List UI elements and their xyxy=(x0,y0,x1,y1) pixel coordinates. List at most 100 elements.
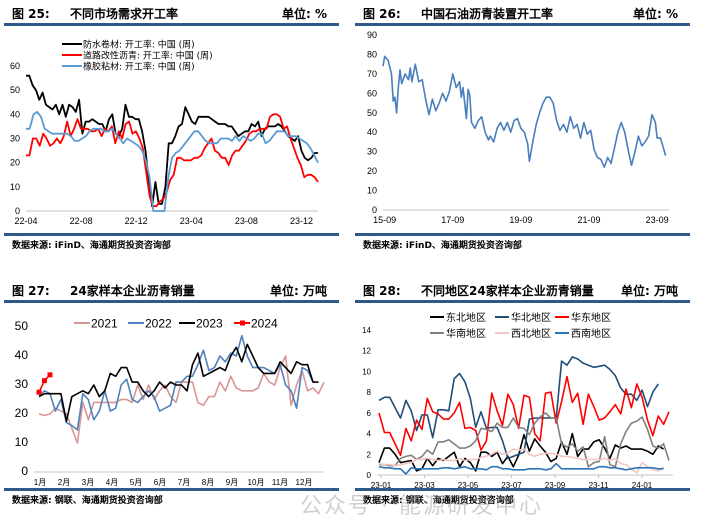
figure-title: 中国石油沥青装置开工率 xyxy=(421,7,554,21)
y-tick-label: 90 xyxy=(367,30,377,40)
x-tick-label: 22-12 xyxy=(125,216,148,226)
footer-rule xyxy=(355,233,690,236)
figure-28: 图 28: 不同地区24家样本企业沥青销量 单位: 万吨 0 2 4 6 8 10 12 14… xyxy=(355,277,690,513)
x-tick-label: 24-01 xyxy=(632,481,653,490)
chart-27-plot: 0 10 20 30 40 50 1月 2月 3月 4月 5月 6月 7月 8月 9月 10月 11月 12月 20… xyxy=(15,317,325,487)
x-tick-label: 23-08 xyxy=(235,216,258,226)
header-rule xyxy=(355,300,690,303)
figure-header: 图 28: 不同地区24家样本企业沥青销量 单位: 万吨 xyxy=(359,282,690,298)
y-tick-label: 40 xyxy=(367,127,377,137)
y-tick-label: 10 xyxy=(367,186,377,196)
figure-source: 数据来源: 钢联、海通期货投资咨询部 xyxy=(12,496,163,506)
x-tick-label: 23-11 xyxy=(589,481,609,490)
y-tick-label: 2 xyxy=(367,450,372,459)
figure-header: 图 27: 24家样本企业沥青销量 单位: 万吨 xyxy=(8,282,339,298)
legend-label: 2021 xyxy=(91,317,118,331)
legend-label: 西北地区 xyxy=(511,327,551,340)
x-tick-label: 2月 xyxy=(58,478,70,487)
y-tick-label: 10 xyxy=(10,182,20,192)
y-tick-label: 0 xyxy=(367,471,372,480)
series-line-2023 xyxy=(38,343,319,423)
series-line-东北地区 xyxy=(378,432,665,472)
figure-title: 24家样本企业沥青销量 xyxy=(70,284,195,298)
y-tick-label: 40 xyxy=(10,109,20,119)
figure-unit: 单位: 万吨 xyxy=(621,284,678,298)
y-tick-label: 50 xyxy=(367,108,377,118)
series-line-西南地区 xyxy=(378,462,664,475)
x-tick-label: 5月 xyxy=(130,478,142,487)
x-tick-label: 23-09 xyxy=(646,215,669,225)
x-tick-label: 8月 xyxy=(202,478,214,487)
x-tick-label: 23-01 xyxy=(371,481,392,490)
figure-unit: 单位: 万吨 xyxy=(270,284,327,298)
figure-header: 图 25: 不同市场需求开工率 单位: % xyxy=(8,5,339,21)
x-tick-label: 11月 xyxy=(272,478,288,487)
figure-source: 数据来源: 钢联、海通期货投资咨询部 xyxy=(363,496,514,506)
y-tick-label: 30 xyxy=(367,147,377,157)
figure-unit: 单位: % xyxy=(281,7,327,21)
y-tick-label: 10 xyxy=(362,367,371,376)
legend-label: 东北地区 xyxy=(446,311,486,324)
y-tick-label: 20 xyxy=(15,406,29,420)
series-line-西北地区 xyxy=(378,448,665,474)
x-tick-label: 23-03 xyxy=(414,481,435,490)
x-tick-label: 23-04 xyxy=(180,216,203,226)
y-tick-label: 70 xyxy=(367,69,377,79)
y-tick-label: 60 xyxy=(367,88,377,98)
figure-label: 图 28: xyxy=(363,284,401,298)
legend-marker-2024 xyxy=(240,320,245,326)
x-tick-label: 9月 xyxy=(226,478,238,487)
series-marker-2024 xyxy=(47,372,53,378)
legend-label: 2022 xyxy=(145,317,172,331)
x-tick-label: 12月 xyxy=(296,478,313,487)
y-tick-label: 80 xyxy=(367,49,377,59)
legend-label: 道路改性沥青: 开工率: 中国 (周) xyxy=(83,50,213,62)
x-tick-label: 23-05 xyxy=(458,481,479,490)
y-tick-label: 14 xyxy=(362,326,371,335)
figure-unit: 单位: % xyxy=(632,7,678,21)
y-tick-label: 12 xyxy=(362,347,371,356)
y-tick-label: 50 xyxy=(15,319,29,333)
x-tick-label: 23-12 xyxy=(290,216,313,226)
series-line-华东地区 xyxy=(378,375,670,457)
watermark: 公众号 · 能源研发中心 xyxy=(300,494,543,519)
legend-label: 华北地区 xyxy=(511,311,551,324)
footer-rule xyxy=(4,488,339,491)
x-tick-label: 4月 xyxy=(106,478,118,487)
chart-28-plot: 0 2 4 6 8 10 12 14 23-01 23-03 23-05 23-07 23-09 23-1… xyxy=(362,311,673,490)
y-tick-label: 0 xyxy=(372,205,377,215)
y-tick-label: 30 xyxy=(10,134,20,144)
x-tick-label: 3月 xyxy=(82,478,94,487)
legend-label: 2024 xyxy=(251,317,278,331)
figure-26: 图 26: 中国石油沥青装置开工率 单位: % 0 10 20 30 40 50 60 70 8… xyxy=(355,0,690,251)
figure-header: 图 26: 中国石油沥青装置开工率 单位: % xyxy=(359,5,690,21)
x-tick-label: 7月 xyxy=(178,478,190,487)
figure-27: 图 27: 24家样本企业沥青销量 单位: 万吨 0 10 20 30 40 50 1月 2月… xyxy=(4,277,339,513)
figure-source: 数据来源: iFinD、海通期货投资咨询部 xyxy=(12,241,171,251)
series-line-中国石油沥青装置开工率 xyxy=(382,55,667,168)
x-tick-label: 1月 xyxy=(34,478,46,487)
x-tick-label: 23-07 xyxy=(501,481,522,490)
figure-label: 图 27: xyxy=(12,284,50,298)
y-tick-label: 20 xyxy=(367,166,377,176)
legend-label: 2023 xyxy=(196,317,223,331)
x-tick-label: 6月 xyxy=(154,478,166,487)
x-tick-label: 19-09 xyxy=(509,215,532,225)
series-line-橡胶粘材: 开工率: 中国 (周) xyxy=(26,111,319,212)
figure-label: 图 25: xyxy=(12,7,50,21)
x-tick-label: 22-08 xyxy=(70,216,93,226)
footer-rule xyxy=(4,233,339,236)
x-tick-label: 10月 xyxy=(248,478,265,487)
x-tick-label: 22-04 xyxy=(14,216,37,226)
header-rule xyxy=(4,23,339,26)
x-tick-label: 21-09 xyxy=(577,215,600,225)
legend-label: 华东地区 xyxy=(571,311,611,324)
x-tick-label: 15-09 xyxy=(373,215,396,225)
header-rule xyxy=(4,300,339,303)
series-line-华北地区 xyxy=(378,356,659,460)
legend-label: 防水卷材: 开工率: 中国 (周) xyxy=(83,39,195,51)
x-tick-label: 17-09 xyxy=(441,215,464,225)
y-tick-label: 6 xyxy=(367,409,372,418)
figure-title: 不同市场需求开工率 xyxy=(70,7,179,21)
legend-label: 华南地区 xyxy=(446,327,486,340)
